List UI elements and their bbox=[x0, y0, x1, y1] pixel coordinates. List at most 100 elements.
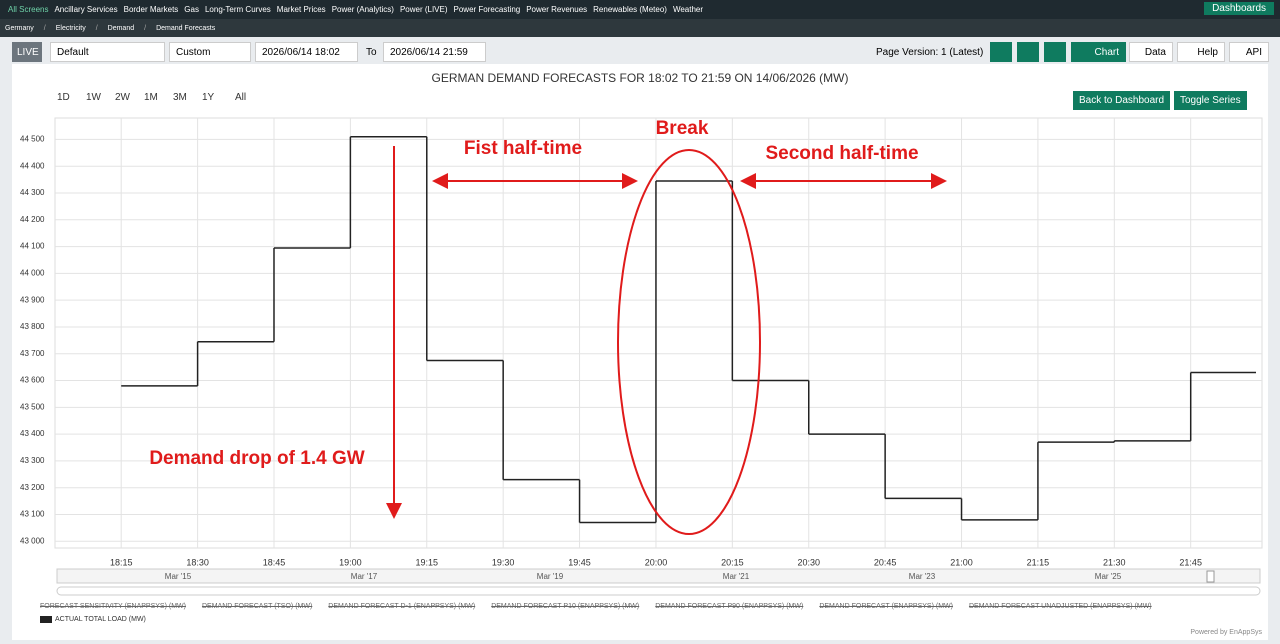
navigator-label: Mar '21 bbox=[723, 572, 750, 581]
credit: Powered by EnAppSys bbox=[1190, 629, 1262, 636]
menu-item[interactable]: Power Forecasting bbox=[453, 5, 521, 14]
navigator-label: Mar '19 bbox=[537, 572, 564, 581]
x-tick-label: 20:30 bbox=[797, 557, 820, 567]
y-tick-label: 43 200 bbox=[20, 483, 45, 492]
range-button[interactable]: 1D bbox=[57, 92, 70, 103]
breadcrumb-item[interactable]: Electricity bbox=[55, 24, 86, 32]
y-tick-label: 43 100 bbox=[20, 510, 45, 519]
separator: / bbox=[43, 24, 46, 32]
menu-item[interactable]: Long-Term Curves bbox=[204, 5, 271, 14]
legend-item-hidden[interactable]: FORECAST SENSITIVITY (ENAPPSYS) (MW) bbox=[40, 603, 186, 610]
navigator-label: Mar '15 bbox=[165, 572, 192, 581]
y-tick-label: 43 000 bbox=[20, 536, 45, 545]
range-button[interactable]: 2W bbox=[115, 92, 130, 103]
legend-item-hidden[interactable]: DEMAND FORECAST (TSO) (MW) bbox=[201, 603, 313, 610]
navigator-label: Mar '23 bbox=[909, 572, 936, 581]
y-tick-label: 43 800 bbox=[20, 322, 45, 331]
annotation: Second half-time bbox=[765, 143, 918, 164]
navigator-label: Mar '17 bbox=[351, 572, 378, 581]
x-tick-label: 19:45 bbox=[568, 557, 591, 567]
legend-item-hidden[interactable]: DEMAND FORECAST P10 (ENAPPSYS) (MW) bbox=[491, 603, 640, 610]
y-tick-label: 43 500 bbox=[20, 402, 45, 411]
data-button[interactable]: Data bbox=[1129, 42, 1173, 62]
top-menu: All Screens Ancillary Services Border Mark… bbox=[0, 0, 1280, 19]
y-tick-label: 43 600 bbox=[20, 376, 45, 385]
live-button[interactable]: LIVE bbox=[12, 42, 42, 62]
x-tick-label: 19:00 bbox=[339, 557, 362, 567]
breadcrumb-item[interactable]: Germany bbox=[5, 24, 34, 32]
y-tick-label: 43 900 bbox=[20, 295, 45, 304]
legend-item-hidden[interactable]: DEMAND FORECAST D-1 (ENAPPSYS) (MW) bbox=[328, 603, 476, 610]
x-tick-label: 21:00 bbox=[950, 557, 973, 567]
range-button[interactable]: 1Y bbox=[202, 92, 215, 103]
y-tick-label: 44 400 bbox=[20, 161, 45, 170]
range-button[interactable]: 1W bbox=[86, 92, 101, 103]
menu-item[interactable]: Power Revenues bbox=[526, 5, 588, 14]
breadcrumb: Germany / Electricity / Demand / Demand Foreca… bbox=[0, 19, 1280, 37]
preset-select[interactable]: Default bbox=[50, 42, 165, 62]
back-button[interactable]: Back to Dashboard bbox=[1073, 91, 1171, 110]
annotation: Break bbox=[656, 118, 709, 139]
legend-item-hidden[interactable]: DEMAND FORECAST P90 (ENAPPSYS) (MW) bbox=[655, 603, 804, 610]
x-tick-label: 19:30 bbox=[492, 557, 515, 567]
menu-item[interactable]: Weather bbox=[672, 5, 704, 14]
help-button[interactable]: Help bbox=[1177, 42, 1225, 62]
to-label: To bbox=[366, 46, 377, 58]
legend-item-hidden[interactable]: DEMAND FORECAST (ENAPPSYS) (MW) bbox=[819, 603, 953, 610]
annotation: Demand drop of 1.4 GW bbox=[149, 448, 364, 469]
menu-item[interactable]: Ancillary Services bbox=[54, 5, 118, 14]
range-mode-select[interactable]: Custom bbox=[169, 42, 251, 62]
y-tick-label: 43 300 bbox=[20, 456, 45, 465]
bookmark-button[interactable] bbox=[990, 42, 1012, 62]
page-version: Page Version: 1 (Latest) bbox=[876, 46, 984, 58]
separator: / bbox=[144, 24, 147, 32]
x-tick-label: 18:30 bbox=[186, 557, 209, 567]
api-button[interactable]: API bbox=[1229, 42, 1269, 62]
menu-item[interactable]: Gas bbox=[184, 5, 199, 14]
chart-button[interactable]: Chart bbox=[1071, 42, 1126, 62]
range-button[interactable]: 1M bbox=[144, 92, 158, 103]
y-tick-label: 44 100 bbox=[20, 242, 45, 251]
x-tick-label: 18:15 bbox=[110, 557, 133, 567]
from-input[interactable]: 2026/06/14 18:02 bbox=[255, 42, 358, 62]
scrollbar bbox=[56, 586, 1261, 596]
y-tick-label: 44 300 bbox=[20, 188, 45, 197]
menu-item[interactable]: All Screens bbox=[8, 5, 49, 14]
x-tick-label: 21:30 bbox=[1103, 557, 1126, 567]
navigator bbox=[56, 568, 1261, 584]
info-button[interactable] bbox=[1017, 42, 1039, 62]
range-button[interactable]: All bbox=[235, 92, 247, 103]
y-tick-label: 43 700 bbox=[20, 349, 45, 358]
x-tick-label: 20:45 bbox=[874, 557, 897, 567]
x-tick-label: 20:00 bbox=[645, 557, 668, 567]
menu-item[interactable]: Market Prices bbox=[276, 5, 326, 14]
annotation-ellipse bbox=[617, 149, 761, 535]
dashboards-button[interactable]: Dashboards bbox=[1204, 2, 1274, 15]
chart-title: GERMAN DEMAND FORECASTS FOR 18:02 TO 21:… bbox=[431, 71, 848, 85]
fullscreen-button[interactable] bbox=[1044, 42, 1066, 62]
toggle-series-button[interactable]: Toggle Series bbox=[1174, 91, 1247, 110]
plot-area bbox=[54, 117, 1263, 549]
menu-item[interactable]: Power (LIVE) bbox=[399, 5, 448, 14]
separator: / bbox=[95, 24, 98, 32]
breadcrumb-item[interactable]: Demand Forecasts bbox=[156, 24, 216, 32]
annotation: Fist half-time bbox=[464, 138, 582, 159]
legend-item[interactable]: ACTUAL TOTAL LOAD (MW) bbox=[40, 616, 146, 623]
menu-item[interactable]: Renewables (Meteo) bbox=[593, 5, 667, 14]
navigator-handle bbox=[1206, 570, 1215, 583]
x-tick-label: 20:15 bbox=[721, 557, 744, 567]
menu-item[interactable]: Power (Analytics) bbox=[331, 5, 394, 14]
menu-item[interactable]: Border Markets bbox=[123, 5, 179, 14]
y-tick-label: 43 400 bbox=[20, 429, 45, 438]
y-tick-label: 44 200 bbox=[20, 215, 45, 224]
breadcrumb-item[interactable]: Demand bbox=[107, 24, 135, 32]
range-button[interactable]: 3M bbox=[173, 92, 187, 103]
x-tick-label: 18:45 bbox=[263, 557, 286, 567]
legend-item-hidden[interactable]: DEMAND FORECAST UNADJUSTED (ENAPPSYS) (M… bbox=[968, 603, 1152, 610]
to-input[interactable]: 2026/06/14 21:59 bbox=[383, 42, 486, 62]
x-tick-label: 21:15 bbox=[1027, 557, 1050, 567]
y-tick-label: 44 500 bbox=[20, 135, 45, 144]
legend: FORECAST SENSITIVITY (ENAPPSYS) (MW) DEMA… bbox=[40, 603, 1260, 623]
